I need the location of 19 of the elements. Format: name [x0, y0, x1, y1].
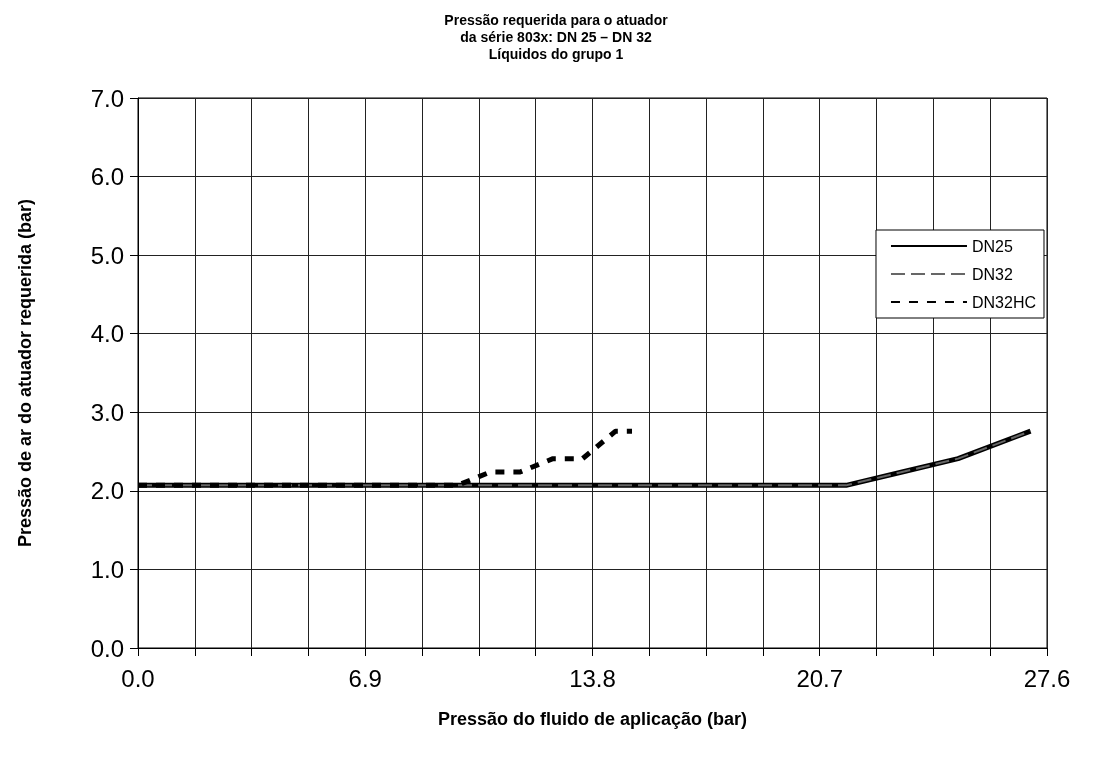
y-tick-label: 3.0 [90, 398, 124, 426]
y-tick-label: 0.0 [90, 634, 124, 662]
y-tick-label: 7.0 [90, 84, 124, 112]
x-tick-label: 27.6 [1023, 664, 1071, 692]
y-tick-label: 5.0 [90, 241, 124, 269]
x-axis-title: Pressão do fluido de aplicação (bar) [437, 709, 748, 729]
x-tick-label: 6.9 [348, 664, 382, 692]
y-tick-label: 4.0 [90, 320, 124, 348]
legend-label: DN32 [971, 265, 1013, 283]
legend-label: DN25 [971, 237, 1013, 255]
x-tick-label: 13.8 [569, 664, 616, 692]
x-tick-label: 20.7 [796, 664, 844, 692]
x-tick-label: 0.0 [121, 664, 155, 692]
y-tick-label: 6.0 [90, 163, 124, 191]
y-axis-title: Pressão de ar do atuador requerida (bar) [15, 198, 35, 548]
y-tick-label: 2.0 [90, 477, 124, 505]
legend-label: DN32HC [971, 293, 1036, 311]
y-tick-label: 1.0 [90, 555, 124, 583]
chart-title: Pressão requerida para o atuador da série 803x: DN 25 – DN 32 Líquidos do grupo 1 [444, 11, 669, 62]
